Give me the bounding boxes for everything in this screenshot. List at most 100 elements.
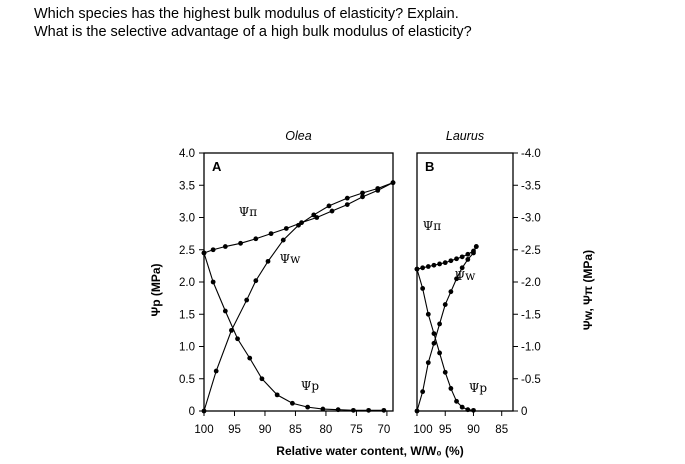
- data-point: [283, 226, 289, 231]
- curve-label-laurus-2: Ψp: [469, 381, 488, 395]
- data-point: [414, 266, 420, 272]
- data-point: [420, 389, 426, 395]
- right-tick-label: -2.0: [521, 277, 541, 289]
- data-point: [360, 190, 365, 196]
- data-point: [274, 392, 280, 398]
- left-axis-title: Ψp (MPa): [149, 263, 163, 316]
- data-point: [442, 302, 448, 307]
- x-tick-label: 90: [467, 424, 480, 436]
- data-point: [459, 404, 465, 410]
- data-point: [420, 286, 426, 291]
- data-point: [344, 195, 350, 201]
- data-point: [465, 257, 471, 262]
- data-point: [471, 407, 476, 413]
- series-line-0: [203, 182, 394, 412]
- data-point: [448, 258, 454, 264]
- x-tick-label: 80: [320, 424, 333, 436]
- data-point: [290, 400, 295, 406]
- data-point: [229, 327, 234, 333]
- data-point: [381, 407, 387, 413]
- right-tick-label: -1.5: [521, 309, 541, 321]
- data-point: [425, 264, 431, 269]
- series-line-0: [203, 252, 384, 411]
- data-point: [280, 237, 286, 243]
- x-tick-label: 85: [495, 424, 508, 436]
- data-point: [454, 256, 459, 262]
- data-point: [448, 386, 454, 391]
- data-point: [360, 194, 365, 200]
- left-tick-label: 1.5: [179, 309, 195, 321]
- data-point: [375, 186, 381, 191]
- panel-letter-a: A: [212, 159, 222, 174]
- data-point: [244, 297, 250, 303]
- x-axis-title: Relative water content, W/W₀ (%): [276, 444, 463, 458]
- x-tick-label: 95: [439, 424, 452, 436]
- left-tick-label: 4.0: [179, 148, 195, 160]
- left-tick-label: 3.5: [179, 180, 195, 192]
- series-line-1: [416, 268, 474, 411]
- data-point: [268, 231, 274, 237]
- data-point: [459, 254, 465, 260]
- data-point: [425, 311, 431, 317]
- data-point: [437, 261, 442, 267]
- right-tick-label: -1.0: [521, 342, 541, 354]
- right-tick-label: -2.5: [521, 245, 541, 257]
- data-point: [390, 180, 396, 186]
- data-point: [431, 262, 437, 268]
- curve-label-laurus-0: Ψπ: [423, 219, 442, 233]
- data-point: [265, 258, 271, 264]
- panel-letter-b: B: [425, 159, 434, 174]
- data-point: [448, 289, 454, 295]
- data-point: [235, 336, 240, 342]
- x-tick-label: 95: [228, 424, 241, 436]
- data-point: [253, 236, 259, 242]
- data-point: [201, 250, 207, 256]
- data-point: [425, 360, 431, 366]
- left-tick-label: 2.5: [179, 245, 195, 257]
- right-tick-label: 0: [521, 406, 527, 418]
- x-tick-label: 90: [259, 424, 272, 436]
- panel-title-olea: Olea: [285, 129, 311, 143]
- data-point: [454, 276, 459, 282]
- left-tick-label: 0.5: [179, 374, 195, 386]
- curve-label-olea-0: Ψπ: [239, 205, 258, 219]
- data-point: [414, 408, 420, 414]
- question-2: What is the selective advantage of a hig…: [34, 24, 472, 40]
- right-tick-label: -4.0: [521, 148, 541, 160]
- data-point: [210, 247, 216, 253]
- data-point: [311, 212, 317, 218]
- data-point: [465, 407, 471, 413]
- left-tick-label: 0: [189, 406, 195, 418]
- right-axis-title: Ψw, Ψπ (MPa): [581, 250, 595, 330]
- panel-frame-olea: [203, 152, 394, 412]
- data-point: [326, 203, 332, 209]
- data-point: [437, 321, 442, 327]
- data-point: [442, 369, 448, 375]
- data-point: [222, 244, 228, 249]
- x-tick-label: 100: [413, 424, 432, 436]
- x-tick-label: 85: [289, 424, 302, 436]
- x-tick-label: 75: [350, 424, 363, 436]
- data-point: [459, 265, 465, 271]
- data-point: [238, 240, 243, 246]
- curve-label-laurus-1: Ψw: [455, 269, 477, 283]
- data-point: [350, 407, 356, 413]
- data-point: [454, 398, 459, 404]
- series-line-0: [203, 182, 394, 254]
- data-point: [335, 407, 341, 413]
- left-tick-label: 3.0: [179, 213, 195, 225]
- data-point: [366, 407, 372, 413]
- right-tick-label: -0.5: [521, 374, 541, 386]
- data-point: [210, 279, 216, 285]
- data-point: [247, 355, 253, 361]
- data-point: [329, 208, 335, 214]
- data-point: [320, 406, 326, 412]
- data-point: [259, 376, 265, 382]
- x-tick-label: 100: [194, 424, 213, 436]
- data-point: [420, 265, 426, 271]
- data-point: [305, 404, 311, 410]
- data-point: [222, 308, 228, 314]
- data-point: [437, 350, 442, 356]
- data-point: [431, 340, 437, 346]
